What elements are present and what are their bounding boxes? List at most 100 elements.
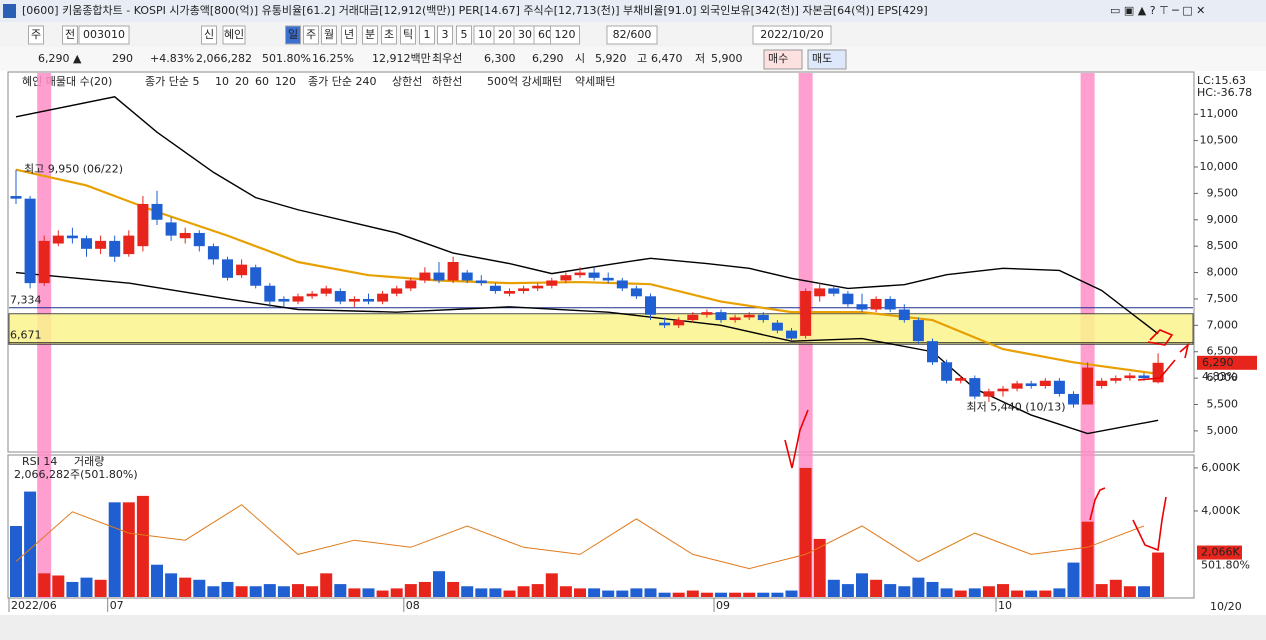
info-field: 시 <box>575 52 585 65</box>
date-label: 10/20 <box>1210 600 1242 613</box>
toolbar-item[interactable]: 10 <box>478 28 492 41</box>
toolbar-item[interactable]: 전 <box>65 28 75 41</box>
y-tick-label: 8,000 <box>1207 266 1239 279</box>
toolbar-item[interactable]: 일 <box>288 27 298 41</box>
candle-body <box>52 235 64 244</box>
scroll-bar[interactable] <box>0 615 1266 640</box>
toolbar-button[interactable] <box>222 25 246 45</box>
order-button[interactable] <box>763 49 803 70</box>
toolbar-button[interactable] <box>419 25 435 45</box>
volume-bar <box>1152 552 1165 597</box>
volume-bar <box>404 584 417 597</box>
toolbar-button[interactable] <box>285 25 301 45</box>
toolbar-button[interactable] <box>341 25 357 45</box>
candle-body <box>447 262 459 281</box>
candle-body <box>264 285 276 302</box>
volume-bar <box>531 584 544 597</box>
toolbar-item[interactable]: 주 <box>306 28 316 41</box>
toolbar-button[interactable] <box>606 25 658 45</box>
candle-body <box>828 288 840 294</box>
volume-bar <box>700 592 713 597</box>
toolbar-item[interactable]: 30 <box>518 28 532 41</box>
title-buttons[interactable] <box>1108 4 1258 18</box>
toolbar-button[interactable] <box>303 25 319 45</box>
volume-bar <box>277 586 290 597</box>
toolbar-button[interactable] <box>381 25 397 45</box>
toolbar-item[interactable]: 틱 <box>403 28 413 41</box>
x-tick-label: 09 <box>716 599 730 612</box>
toolbar-item[interactable]: 월 <box>324 28 334 41</box>
legend-entry: 60 <box>255 75 269 88</box>
overlay-line <box>15 168 1159 375</box>
volume-bar <box>630 588 643 597</box>
y-tick-label: 9,500 <box>1207 186 1239 199</box>
high-note: 최고 9,950 (06/22) <box>24 163 123 176</box>
y-tick-label: 4,000K <box>1201 504 1240 517</box>
toolbar-button[interactable] <box>78 25 130 45</box>
price-band <box>8 313 1194 345</box>
candle-body <box>1025 383 1037 387</box>
legend-entry: 500억 강세패턴 <box>487 75 562 88</box>
title-icons[interactable]: ▭ ▣ ▲ ? ⊤ ─ □ ✕ <box>1110 4 1205 17</box>
y-tick-label: 10,500 <box>1200 134 1239 147</box>
y-tick-label: 11,000 <box>1200 107 1239 120</box>
overlay-line <box>15 271 1159 435</box>
volume-bar <box>122 502 135 597</box>
toolbar-item[interactable]: 3 <box>442 28 449 41</box>
y-tick-label: 6,000K <box>1201 461 1240 474</box>
toolbar-button[interactable] <box>201 25 217 45</box>
order-button[interactable] <box>807 49 847 70</box>
volume-bar <box>151 564 163 597</box>
info-field[interactable]: 매도 <box>812 52 832 65</box>
toolbar-item[interactable]: 003010 <box>83 28 125 41</box>
toolbar-button[interactable] <box>550 25 580 45</box>
candle-body <box>10 196 22 199</box>
volume-bar <box>38 573 51 597</box>
toolbar-button[interactable] <box>62 25 78 45</box>
volume-bar <box>757 592 770 597</box>
toolbar-item[interactable]: 1 <box>424 28 431 41</box>
candle-body <box>109 240 121 257</box>
toolbar-item[interactable]: 분 <box>365 28 375 41</box>
volume-bar <box>785 590 798 597</box>
toolbar-item[interactable]: 2022/10/20 <box>760 28 823 41</box>
volume-bar <box>1081 521 1094 597</box>
volume-bar <box>193 579 206 597</box>
toolbar-item[interactable]: 초 <box>384 28 394 41</box>
toolbar-item[interactable]: 신 <box>204 28 214 41</box>
candle-body <box>95 240 107 249</box>
volume-bar <box>221 581 234 597</box>
toolbar-button[interactable] <box>28 25 44 45</box>
candle-body <box>320 288 332 294</box>
volume-bar <box>348 588 361 597</box>
volume-bar <box>898 586 911 597</box>
window-buttons[interactable]: ▭ ▣ ▲ ? ⊤ ─ □ ✕ <box>1108 4 1258 18</box>
candle-body <box>193 232 205 247</box>
toolbar-item[interactable]: 120 <box>555 28 576 41</box>
toolbar-item[interactable]: 년 <box>344 28 354 41</box>
toolbar-button[interactable] <box>456 25 472 45</box>
level-label: 6,671 <box>10 329 42 342</box>
legend-entry: 120 <box>275 75 296 88</box>
candle-body <box>504 291 515 294</box>
toolbar-button[interactable] <box>752 25 832 45</box>
toolbar-item[interactable]: 82/600 <box>613 28 652 41</box>
toolbar-item[interactable]: 혜인 <box>224 28 244 41</box>
toolbar-item[interactable]: 주 <box>31 28 41 41</box>
volume-bar <box>545 573 558 597</box>
toolbar-item[interactable]: 20 <box>498 28 512 41</box>
toolbar-button[interactable] <box>362 25 378 45</box>
info-field[interactable]: 매수 <box>768 52 788 65</box>
volume-bar <box>1095 584 1108 597</box>
toolbar-item[interactable]: 5 <box>461 28 468 41</box>
candle-body <box>66 235 78 239</box>
candle-body <box>1110 378 1122 381</box>
toolbar-button[interactable] <box>437 25 453 45</box>
toolbar-button[interactable] <box>400 25 416 45</box>
candle-body <box>870 298 882 310</box>
candle-body <box>377 293 389 302</box>
toolbar-button[interactable] <box>321 25 337 45</box>
info-field: 저 <box>695 52 705 65</box>
toolbar-item[interactable]: 60 <box>538 28 552 41</box>
volume-bar <box>574 588 586 597</box>
